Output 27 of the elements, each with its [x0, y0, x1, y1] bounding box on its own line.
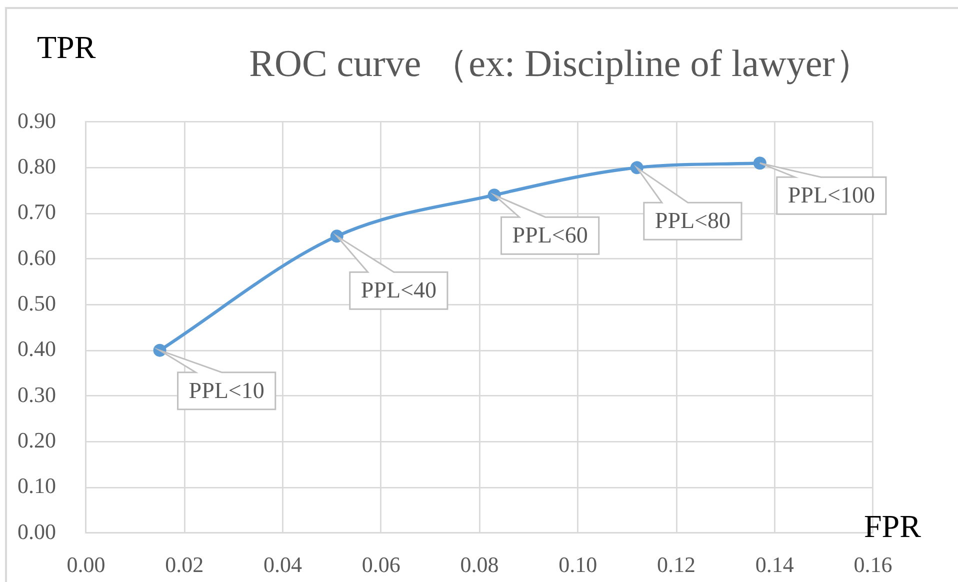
y-tick-label: 0.40 [18, 336, 56, 362]
x-tick-label: 0.02 [165, 552, 204, 577]
x-tick-label: 0.12 [657, 552, 696, 577]
y-tick-label: 0.30 [18, 382, 56, 407]
x-tick-label: 0.06 [362, 552, 400, 577]
annotation: PPL<80 [654, 208, 731, 234]
annotation: PPL<100 [788, 182, 875, 208]
x-tick-label: 0.16 [854, 552, 892, 577]
y-tick-label: 0.50 [18, 290, 56, 316]
x-tick-label: 0.00 [66, 552, 106, 577]
y-tick-label: 0.80 [18, 153, 56, 178]
x-tick-label: 0.04 [264, 552, 302, 577]
y-tick-label: 0.20 [18, 427, 56, 452]
y-tick-label: 0.00 [18, 518, 56, 544]
y-tick-label: 0.60 [18, 244, 56, 270]
x-tick-label: 0.14 [755, 552, 794, 577]
x-axis-title: FPR [864, 508, 921, 544]
x-tick-label: 0.10 [558, 552, 598, 577]
y-tick-label: 0.90 [18, 108, 56, 133]
y-axis-title: TPR [37, 29, 96, 65]
annotation: PPL<10 [188, 378, 264, 403]
annotation: PPL<60 [512, 222, 588, 248]
y-tick-label: 0.10 [18, 473, 56, 498]
chart-title: ROC curve （ex: Discipline of lawyer） [249, 43, 873, 85]
x-tick-label: 0.08 [460, 552, 499, 577]
y-tick-label: 0.70 [18, 199, 56, 224]
annotation: PPL<40 [360, 278, 436, 303]
